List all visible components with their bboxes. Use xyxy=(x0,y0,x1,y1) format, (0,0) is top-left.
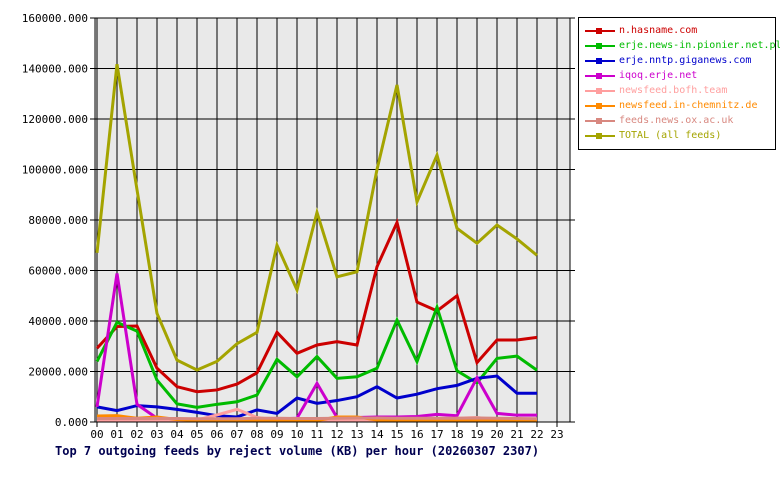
y-axis-label: 160000.000 xyxy=(22,12,88,25)
y-axis-label: 0.000 xyxy=(55,416,88,429)
plot-border xyxy=(94,17,571,423)
x-axis-label: 17 xyxy=(430,428,443,441)
x-axis-label: 10 xyxy=(290,428,303,441)
x-axis-label: 16 xyxy=(410,428,423,441)
x-axis-label: 02 xyxy=(130,428,143,441)
legend-item: newsfeed.bofh.team xyxy=(585,83,775,98)
x-axis-label: 12 xyxy=(330,428,343,441)
x-axis-label: 01 xyxy=(110,428,123,441)
x-axis-label: 06 xyxy=(210,428,223,441)
y-axis-label: 40000.000 xyxy=(28,315,88,328)
y-axis-label: 140000.000 xyxy=(22,63,88,76)
legend-label: n.hasname.com xyxy=(619,25,698,36)
x-axis-label: 08 xyxy=(250,428,263,441)
legend-label: TOTAL (all feeds) xyxy=(619,130,722,141)
legend-line-swatch-icon xyxy=(585,72,615,79)
legend-line-swatch-icon xyxy=(585,117,615,124)
x-axis-label: 11 xyxy=(310,428,323,441)
legend-item: erje.nntp.giganews.com xyxy=(585,53,775,68)
series-line-n-hasname-com xyxy=(95,217,538,394)
series-line-erje-news-in-pionier-net-pl xyxy=(95,302,538,409)
legend-label: iqoq.erje.net xyxy=(619,70,698,81)
legend-label: erje.news-in.pionier.net.pl xyxy=(619,40,780,51)
legend-line-swatch-icon xyxy=(585,102,615,109)
chart-title: Top 7 outgoing feeds by reject volume (K… xyxy=(55,444,540,458)
legend-line-swatch-icon xyxy=(585,42,615,49)
x-axis-label: 07 xyxy=(230,428,243,441)
x-axis-label: 14 xyxy=(370,428,384,441)
legend: n.hasname.com erje.news-in.pionier.net.pl… xyxy=(578,17,780,150)
legend-item: iqoq.erje.net xyxy=(585,68,775,83)
y-axis-label: 100000.000 xyxy=(22,164,88,177)
legend-label: feeds.news.ox.ac.uk xyxy=(619,115,734,126)
legend-line-swatch-icon xyxy=(585,132,615,139)
series-line-total-all-feeds- xyxy=(95,63,538,372)
x-axis-label: 13 xyxy=(350,428,363,441)
legend-line-swatch-icon xyxy=(585,87,615,94)
x-axis-label: 21 xyxy=(510,428,523,441)
y-axis-label: 120000.000 xyxy=(22,113,88,126)
x-axis-label: 09 xyxy=(270,428,283,441)
y-axis-label: 20000.000 xyxy=(28,366,88,379)
x-axis-label: 19 xyxy=(470,428,483,441)
legend-item: erje.news-in.pionier.net.pl xyxy=(585,38,780,53)
x-axis-label: 18 xyxy=(450,428,463,441)
legend-item: n.hasname.com xyxy=(585,23,775,38)
x-axis-label: 20 xyxy=(490,428,503,441)
legend-item: TOTAL (all feeds) xyxy=(585,128,775,143)
legend-label: erje.nntp.giganews.com xyxy=(619,55,752,66)
x-axis-label: 05 xyxy=(190,428,203,441)
x-axis-label: 03 xyxy=(150,428,163,441)
legend-label: newsfeed.in-chemnitz.de xyxy=(619,100,758,111)
legend-item: newsfeed.in-chemnitz.de xyxy=(585,98,775,113)
series-line-erje-nntp-giganews-com xyxy=(96,374,537,419)
x-axis-label: 22 xyxy=(530,428,543,441)
x-axis-label: 15 xyxy=(390,428,403,441)
legend-label: newsfeed.bofh.team xyxy=(619,85,728,96)
x-axis-label: 04 xyxy=(170,428,184,441)
y-axis-label: 80000.000 xyxy=(28,214,88,227)
series-line-feeds-news-ox-ac-uk xyxy=(97,416,538,421)
y-axis-label: 60000.000 xyxy=(28,265,88,278)
x-axis-label: 00 xyxy=(90,428,103,441)
legend-line-swatch-icon xyxy=(585,27,615,34)
legend-line-swatch-icon xyxy=(585,57,615,64)
x-axis-label: 23 xyxy=(550,428,563,441)
legend-item: feeds.news.ox.ac.uk xyxy=(585,113,775,128)
